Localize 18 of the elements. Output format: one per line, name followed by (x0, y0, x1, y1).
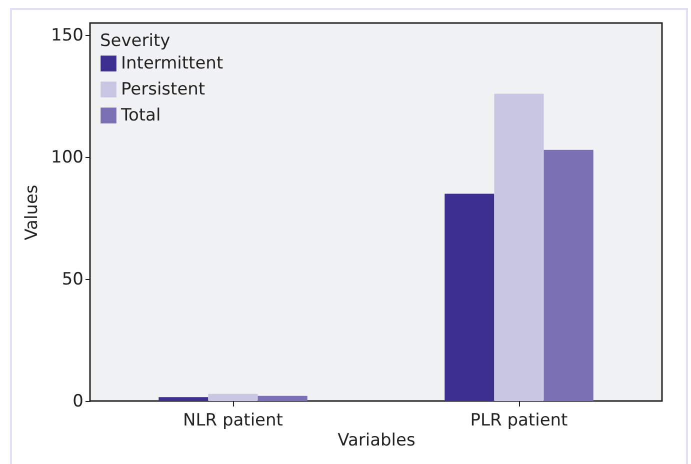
bar (208, 394, 258, 401)
y-tick-label: 100 (51, 148, 84, 168)
bar (158, 397, 208, 401)
legend-label: Persistent (121, 80, 206, 100)
y-tick-label: 0 (72, 392, 84, 412)
y-tick-label: 150 (51, 26, 84, 46)
x-tick-label: PLR patient (470, 410, 568, 430)
bar (544, 150, 594, 401)
legend-label: Total (120, 106, 161, 126)
bar (444, 194, 494, 401)
y-tick-label: 50 (62, 270, 84, 290)
y-axis-title: Values (22, 184, 42, 240)
x-axis-title: Variables (338, 430, 416, 450)
bar (494, 94, 544, 401)
legend-label: Intermittent (121, 54, 224, 74)
legend-title: Severity (100, 31, 170, 51)
x-tick-label: NLR patient (183, 410, 284, 430)
bar (258, 396, 308, 401)
